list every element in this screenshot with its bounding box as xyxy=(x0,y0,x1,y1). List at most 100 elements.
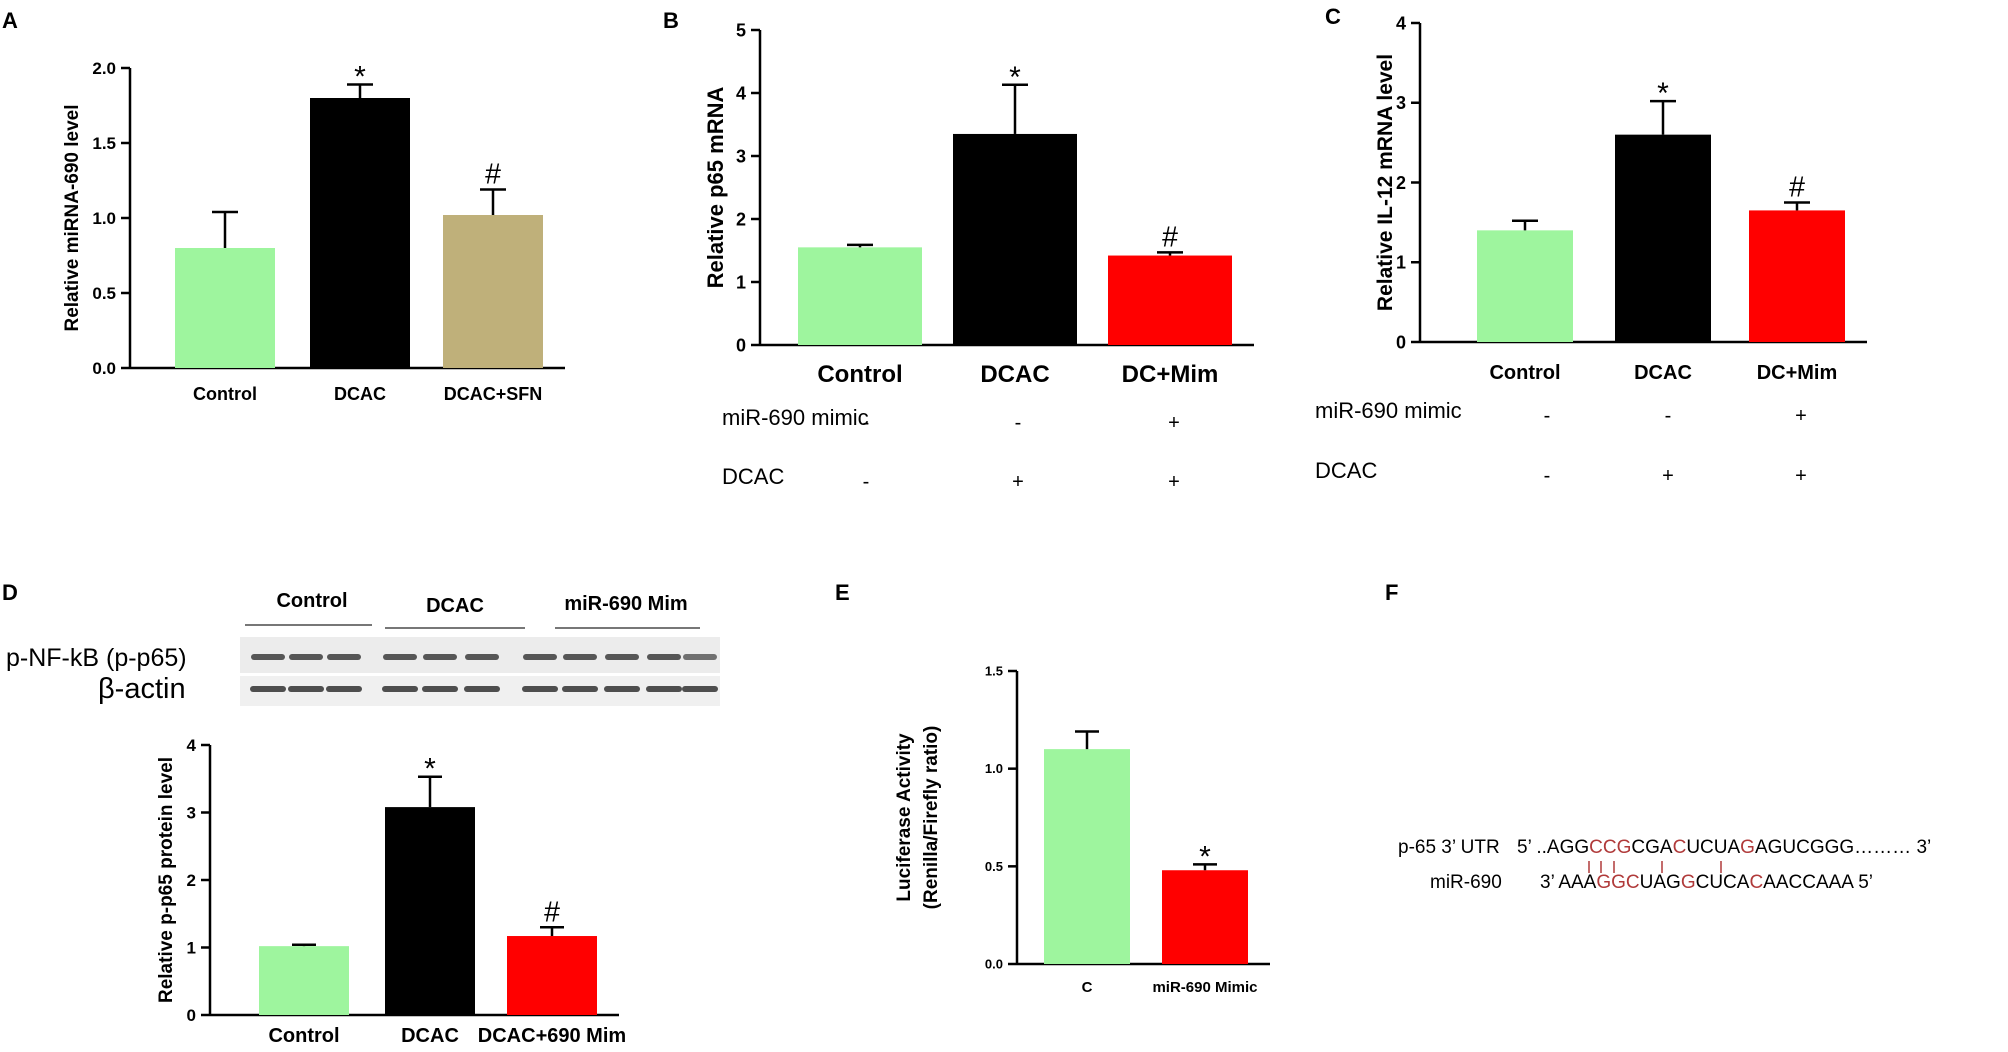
mir-seg-3: UAG xyxy=(1640,872,1681,893)
blot-group-control: Control xyxy=(276,590,347,612)
y-axis-label: Relative miRNA-690 level xyxy=(62,104,83,331)
pp65-band xyxy=(605,654,639,660)
blot-group-mimic: miR-690 Mim xyxy=(564,593,687,615)
significance-star: * xyxy=(354,61,366,94)
panel-b-chart: 0 1 2 3 4 5 Relative p65 mRNA Control * DCAC # DC+M… xyxy=(703,20,1254,493)
utr-seg-7: AGUCGGG……… 3’ xyxy=(1755,837,1931,858)
category-label: Control xyxy=(1489,362,1560,384)
y-tick-label: 1.5 xyxy=(985,664,1003,679)
y-tick-label: 3 xyxy=(1396,93,1406,113)
actin-band xyxy=(382,686,418,692)
treatment-plus: + xyxy=(1168,471,1180,493)
mir-seg-4: G xyxy=(1681,872,1696,893)
y-tick-label: 2 xyxy=(187,871,196,890)
panel-letter-e: E xyxy=(835,580,850,605)
treatment-label: miR-690 mimic xyxy=(722,405,869,430)
blot-row-label-actin: β-actin xyxy=(98,673,186,705)
y-tick-label: 2.0 xyxy=(92,59,116,78)
mir-seg-2: GGC xyxy=(1596,872,1639,893)
treatment-plus: + xyxy=(1795,465,1807,487)
y-tick-label: 0.5 xyxy=(985,859,1003,874)
bar-dcac-sfn xyxy=(443,215,543,368)
treatment-minus: - xyxy=(1544,405,1551,427)
bar-control xyxy=(259,946,349,1015)
panel-letter-b: B xyxy=(663,8,679,33)
bar-dcac xyxy=(1615,134,1711,342)
treatment-plus: + xyxy=(1795,405,1807,427)
bar-dcac-690-mim xyxy=(507,936,597,1015)
utr-seg-4: C xyxy=(1673,837,1687,858)
pp65-band xyxy=(683,654,717,660)
y-axis-label-2: (Renilla/Firefly ratio) xyxy=(921,726,942,910)
pp65-band xyxy=(647,654,681,660)
actin-band xyxy=(604,686,640,692)
significance-hash: # xyxy=(1789,171,1805,203)
bar-mir-690-mimic xyxy=(1162,870,1248,964)
treatment-minus: - xyxy=(863,412,870,434)
panel-letter-a: A xyxy=(2,8,18,33)
y-tick-label: 1.0 xyxy=(985,761,1003,776)
category-label: Control xyxy=(268,1025,339,1047)
mir-seg-6: C xyxy=(1749,872,1763,893)
mir-sequence: 3’ AAAGGCUAGGCUCACAACCAAA 5’ xyxy=(1540,872,1873,893)
base-pair-lines xyxy=(1588,861,1722,873)
mir-seg-5: CUCA xyxy=(1696,872,1750,893)
y-axis-label: Relative p65 mRNA xyxy=(703,87,728,289)
category-label: DCAC xyxy=(980,361,1049,388)
y-tick-label: 0 xyxy=(187,1006,196,1025)
treatment-minus: - xyxy=(1544,465,1551,487)
category-label: miR-690 Mimic xyxy=(1152,979,1257,996)
category-label: C xyxy=(1082,979,1093,996)
actin-band xyxy=(288,686,324,692)
mir-seg-1: 3’ AAA xyxy=(1540,872,1597,893)
western-blot: Control DCAC miR-690 Mim p-NF-kB (p-p65)… xyxy=(6,590,720,706)
bar-control xyxy=(798,247,922,345)
significance-star: * xyxy=(1009,61,1021,94)
pp65-band xyxy=(465,654,499,660)
treatment-plus: + xyxy=(1662,465,1674,487)
y-tick-label: 1.0 xyxy=(92,209,116,228)
blot-bands xyxy=(250,654,718,692)
y-tick-label: 1 xyxy=(1396,253,1406,273)
panel-letter-c: C xyxy=(1325,4,1341,29)
pp65-band xyxy=(251,654,285,660)
category-label: Control xyxy=(817,361,902,388)
y-tick-label: 4 xyxy=(187,736,197,755)
significance-star: * xyxy=(1199,840,1211,873)
y-tick-label: 4 xyxy=(736,83,746,103)
mir-label: miR-690 xyxy=(1430,872,1502,893)
actin-band xyxy=(422,686,458,692)
panel-e-chart: 0.0 0.5 1.0 1.5 Luciferase Activity (Renilla/… xyxy=(894,664,1270,996)
category-label: DCAC+690 Mim xyxy=(478,1025,626,1047)
utr-seg-6: G xyxy=(1740,837,1755,858)
actin-band xyxy=(646,686,682,692)
bar-dcac xyxy=(385,807,475,1015)
panel-letter-d: D xyxy=(2,580,18,605)
panel-letter-f: F xyxy=(1385,580,1398,605)
bar-dcac xyxy=(310,98,410,368)
y-tick-label: 2 xyxy=(736,209,746,229)
utr-seg-2: CCG xyxy=(1589,837,1631,858)
panel-d-chart: 0 1 2 3 4 Relative p-p65 protein level Control… xyxy=(156,736,626,1047)
y-tick-label: 4 xyxy=(1396,13,1406,33)
treatment-minus: - xyxy=(863,471,870,493)
treatment-label: miR-690 mimic xyxy=(1315,398,1462,423)
y-axis-label: Relative IL-12 mRNA level xyxy=(1374,54,1397,311)
pp65-band xyxy=(289,654,323,660)
y-tick-label: 1 xyxy=(187,938,196,957)
y-tick-label: 0 xyxy=(1396,332,1406,352)
actin-band xyxy=(464,686,500,692)
y-tick-label: 0.0 xyxy=(92,359,116,378)
treatment-minus: - xyxy=(1015,412,1022,434)
bar-control xyxy=(175,248,275,368)
actin-band xyxy=(562,686,598,692)
significance-star: * xyxy=(424,753,436,786)
bar-dc-mim xyxy=(1749,210,1845,342)
utr-label: p-65 3’ UTR xyxy=(1398,837,1500,858)
treatment-plus: + xyxy=(1168,412,1180,434)
pp65-band xyxy=(383,654,417,660)
actin-band xyxy=(250,686,286,692)
treatment-label: DCAC xyxy=(722,464,784,489)
category-label: DCAC xyxy=(1634,362,1692,384)
utr-sequence: 5’ ..AGGCCGCGACUCUAGAGUCGGG……… 3’ xyxy=(1517,837,1931,858)
